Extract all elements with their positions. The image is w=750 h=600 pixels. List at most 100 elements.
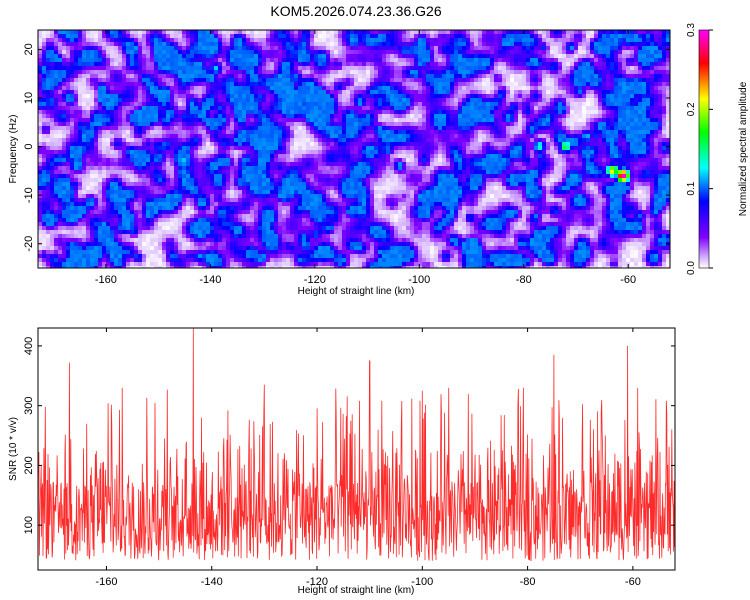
- heatmap-cell: [510, 126, 515, 131]
- heatmap-cell: [202, 66, 207, 71]
- heatmap-cell: [326, 46, 331, 51]
- heatmap-cell: [158, 58, 163, 63]
- heatmap-cell: [274, 70, 279, 75]
- heatmap-cell: [366, 102, 371, 107]
- heatmap-cell: [466, 118, 471, 123]
- heatmap-cell: [410, 110, 415, 115]
- heatmap-cell: [102, 54, 107, 59]
- heatmap-cell: [250, 42, 255, 47]
- heatmap-cell: [602, 50, 607, 55]
- heatmap-cell: [390, 142, 395, 147]
- heatmap-cell: [150, 134, 155, 139]
- heatmap-cell: [314, 70, 319, 75]
- heatmap-cell: [354, 54, 359, 59]
- heatmap-cell: [386, 38, 391, 43]
- heatmap-cell: [514, 86, 519, 91]
- heatmap-cell: [370, 142, 375, 147]
- heatmap-cell: [430, 94, 435, 99]
- heatmap-cell: [642, 42, 647, 47]
- heatmap-cell: [602, 46, 607, 51]
- heatmap-cell: [246, 42, 251, 47]
- heatmap-cell: [126, 146, 131, 151]
- heatmap-cell: [602, 78, 607, 83]
- heatmap-cell: [666, 62, 670, 67]
- heatmap-cell: [466, 134, 471, 139]
- heatmap-cell: [206, 34, 211, 39]
- heatmap-cell: [490, 74, 495, 79]
- heatmap-cell: [530, 38, 535, 43]
- heatmap-cell: [210, 146, 215, 151]
- heatmap-cell: [430, 118, 435, 123]
- heatmap-cell: [466, 62, 471, 67]
- heatmap-cell: [402, 106, 407, 111]
- heatmap-cell: [442, 62, 447, 67]
- heatmap-cell: [222, 130, 227, 135]
- heatmap-cell: [210, 82, 215, 87]
- heatmap-cell: [622, 114, 627, 119]
- heatmap-cell: [138, 114, 143, 119]
- heatmap-cell: [350, 30, 355, 35]
- heatmap-cell: [190, 90, 195, 95]
- heatmap-cell: [614, 30, 619, 35]
- heatmap-cell: [194, 62, 199, 67]
- heatmap-cell: [158, 50, 163, 55]
- heatmap-cell: [250, 46, 255, 51]
- heatmap-cell: [210, 98, 215, 103]
- heatmap-cell: [366, 110, 371, 115]
- heatmap-cell: [522, 114, 527, 119]
- heatmap-cell: [42, 110, 47, 115]
- heatmap-cell: [466, 102, 471, 107]
- heatmap-cell: [634, 114, 639, 119]
- heatmap-cell: [278, 66, 283, 71]
- heatmap-cell: [70, 138, 75, 143]
- heatmap-cell: [318, 106, 323, 111]
- heatmap-cell: [54, 74, 59, 79]
- heatmap-cell: [350, 50, 355, 55]
- heatmap-cell: [638, 142, 643, 147]
- heatmap-cell: [150, 154, 155, 159]
- heatmap-cell: [382, 70, 387, 75]
- heatmap-cell: [602, 122, 607, 127]
- heatmap-cell: [550, 38, 555, 43]
- heatmap-cell: [530, 78, 535, 83]
- heatmap-cell: [530, 126, 535, 131]
- heatmap-cell: [278, 50, 283, 55]
- heatmap-cell: [514, 110, 519, 115]
- heatmap-cell: [370, 86, 375, 91]
- heatmap-cell: [514, 30, 519, 35]
- heatmap-cell: [158, 114, 163, 119]
- heatmap-cell: [146, 86, 151, 91]
- heatmap-cell: [414, 134, 419, 139]
- heatmap-cell: [510, 130, 515, 135]
- heatmap-cell: [94, 78, 99, 83]
- heatmap-cell: [310, 90, 315, 95]
- heatmap-cell: [70, 30, 75, 35]
- heatmap-cell: [250, 142, 255, 147]
- heatmap-cell: [666, 50, 670, 55]
- heatmap-cell: [226, 70, 231, 75]
- heatmap-cell: [522, 50, 527, 55]
- heatmap-cell: [622, 66, 627, 71]
- heatmap-cell: [214, 90, 219, 95]
- heatmap-cell: [198, 62, 203, 67]
- heatmap-cell: [86, 54, 91, 59]
- heatmap-cell: [434, 122, 439, 127]
- heatmap-cell: [118, 138, 123, 143]
- heatmap-cell: [222, 78, 227, 83]
- heatmap-cell: [522, 42, 527, 47]
- heatmap-cell: [190, 118, 195, 123]
- heatmap-cell: [346, 118, 351, 123]
- heatmap-cell: [386, 70, 391, 75]
- heatmap-cell: [62, 54, 67, 59]
- heatmap-cell: [110, 34, 115, 39]
- heatmap-cell: [142, 98, 147, 103]
- heatmap-cell: [390, 30, 395, 35]
- heatmap-cell: [338, 42, 343, 47]
- heatmap-cell: [190, 154, 195, 159]
- heatmap-cell: [638, 118, 643, 123]
- heatmap-cell: [338, 86, 343, 91]
- heatmap-cell: [254, 70, 259, 75]
- heatmap-cell: [210, 106, 215, 111]
- heatmap-cell: [586, 54, 591, 59]
- heatmap-cell: [222, 86, 227, 91]
